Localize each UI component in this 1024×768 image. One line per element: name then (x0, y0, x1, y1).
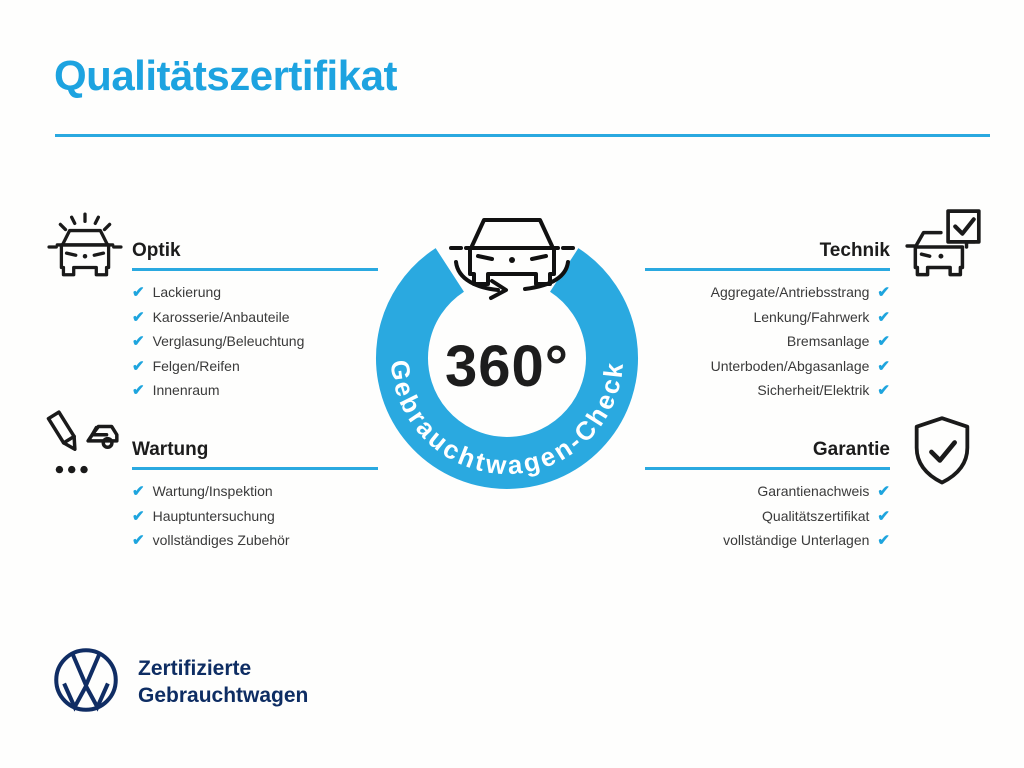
section-technik-divider (645, 268, 890, 271)
checklist-item-label: Hauptuntersuchung (152, 507, 275, 524)
checklist-item-label: Sicherheit/Elektrik (757, 382, 870, 398)
section-wartung-divider (132, 467, 378, 470)
vw-logo (54, 648, 118, 712)
check-icon: ✔ (132, 483, 145, 501)
check-icon: ✔ (877, 507, 890, 525)
technik-checklist: Aggregate/Antriebsstrang ✔ Lenkung/Fahrw… (645, 284, 890, 400)
checklist-item-label: Verglasung/Beleuchtung (152, 333, 305, 349)
checklist-item: ✔ Karosserie/Anbauteile (132, 308, 378, 326)
checklist-item-label: Garantienachweis (757, 483, 870, 499)
car-360-rotation-icon (449, 218, 575, 300)
checklist-item-label: Felgen/Reifen (152, 357, 240, 374)
check-icon: ✔ (132, 532, 145, 550)
check-icon: ✔ (132, 357, 145, 375)
page-title: Qualitätszertifikat (54, 52, 397, 99)
sparkling-car-icon (47, 212, 123, 277)
checklist-item-label: vollständiges Zubehör (152, 532, 290, 548)
section-garantie: Garantie Garantienachweis ✔ Qualitätszer… (645, 439, 890, 558)
brand-text: Zertifizierte Gebrauchtwagen (138, 655, 308, 709)
section-garantie-divider (645, 467, 890, 470)
checklist-item: Unterboden/Abgasanlage ✔ (645, 357, 890, 375)
check-icon: ✔ (877, 333, 890, 351)
checklist-item: Lenkung/Fahrwerk ✔ (645, 308, 890, 326)
section-technik-title: Technik (819, 240, 890, 261)
checklist-item: Aggregate/Antriebsstrang ✔ (645, 284, 890, 302)
checklist-item: ✔ Wartung/Inspektion (132, 483, 378, 501)
check-icon: ✔ (877, 357, 890, 375)
garantie-checklist: Garantienachweis ✔ Qualitätszertifikat ✔… (645, 483, 890, 550)
section-optik-title: Optik (132, 240, 181, 261)
check-icon: ✔ (877, 382, 890, 400)
check-icon: ✔ (877, 308, 890, 326)
optik-checklist: ✔ Lackierung ✔ Karosserie/Anbauteile ✔ V… (132, 284, 378, 400)
section-garantie-title: Garantie (812, 439, 890, 460)
checklist-item: Garantienachweis ✔ (645, 483, 890, 501)
brand-line2: Gebrauchtwagen (138, 684, 309, 707)
degree-label: 360° (445, 334, 569, 399)
section-wartung: Wartung ✔ Wartung/Inspektion ✔ Hauptunte… (132, 439, 378, 558)
title-divider (55, 134, 990, 137)
section-optik-divider (132, 268, 378, 271)
checklist-item: Sicherheit/Elektrik ✔ (645, 382, 890, 400)
checklist-item-label: Aggregate/Antriebsstrang (710, 284, 870, 300)
shield-check-icon (914, 416, 970, 485)
checklist-item-label: Bremsanlage (786, 333, 870, 349)
checklist-item-label: Wartung/Inspektion (152, 483, 273, 499)
checklist-item-label: vollständige Unterlagen (723, 532, 870, 548)
checklist-item: ✔ Hauptuntersuchung (132, 507, 378, 525)
check-icon: ✔ (132, 507, 145, 525)
badge-ring: Gebrauchtwagen-Check (376, 248, 638, 489)
section-optik: Optik ✔ Lackierung ✔ Karosserie/Anbautei… (132, 240, 378, 408)
checklist-item: Bremsanlage ✔ (645, 333, 890, 351)
checklist-item: vollständige Unterlagen ✔ (645, 532, 890, 550)
checklist-item: Qualitätszertifikat ✔ (645, 507, 890, 525)
brand-line1: Zertifizierte (138, 657, 252, 680)
car-checkbox-icon (905, 209, 981, 277)
check-icon: ✔ (877, 532, 890, 550)
checklist-item-label: Lenkung/Fahrwerk (753, 308, 870, 325)
check-icon: ✔ (877, 284, 890, 302)
section-wartung-title: Wartung (132, 439, 209, 460)
check-icon: ✔ (132, 382, 145, 400)
check-icon: ✔ (132, 284, 145, 302)
checklist-item-label: Karosserie/Anbauteile (152, 308, 290, 325)
wartung-checklist: ✔ Wartung/Inspektion ✔ Hauptuntersuchung… (132, 483, 378, 550)
service-checklist-car-icon (46, 410, 119, 474)
checklist-item: ✔ Lackierung (132, 284, 378, 302)
check-icon: ✔ (132, 308, 145, 326)
check-icon: ✔ (132, 333, 145, 351)
checklist-item-label: Lackierung (152, 284, 222, 300)
checklist-item-label: Unterboden/Abgasanlage (710, 357, 870, 374)
checklist-item: ✔ Innenraum (132, 382, 378, 400)
checklist-item-label: Qualitätszertifikat (762, 507, 870, 524)
section-technik: Technik Aggregate/Antriebsstrang ✔ Lenku… (645, 240, 890, 408)
check-icon: ✔ (877, 483, 890, 501)
checklist-item: ✔ Verglasung/Beleuchtung (132, 333, 378, 351)
checklist-item: ✔ vollständiges Zubehör (132, 532, 378, 550)
checklist-item-label: Innenraum (152, 382, 220, 398)
checklist-item: ✔ Felgen/Reifen (132, 357, 378, 375)
